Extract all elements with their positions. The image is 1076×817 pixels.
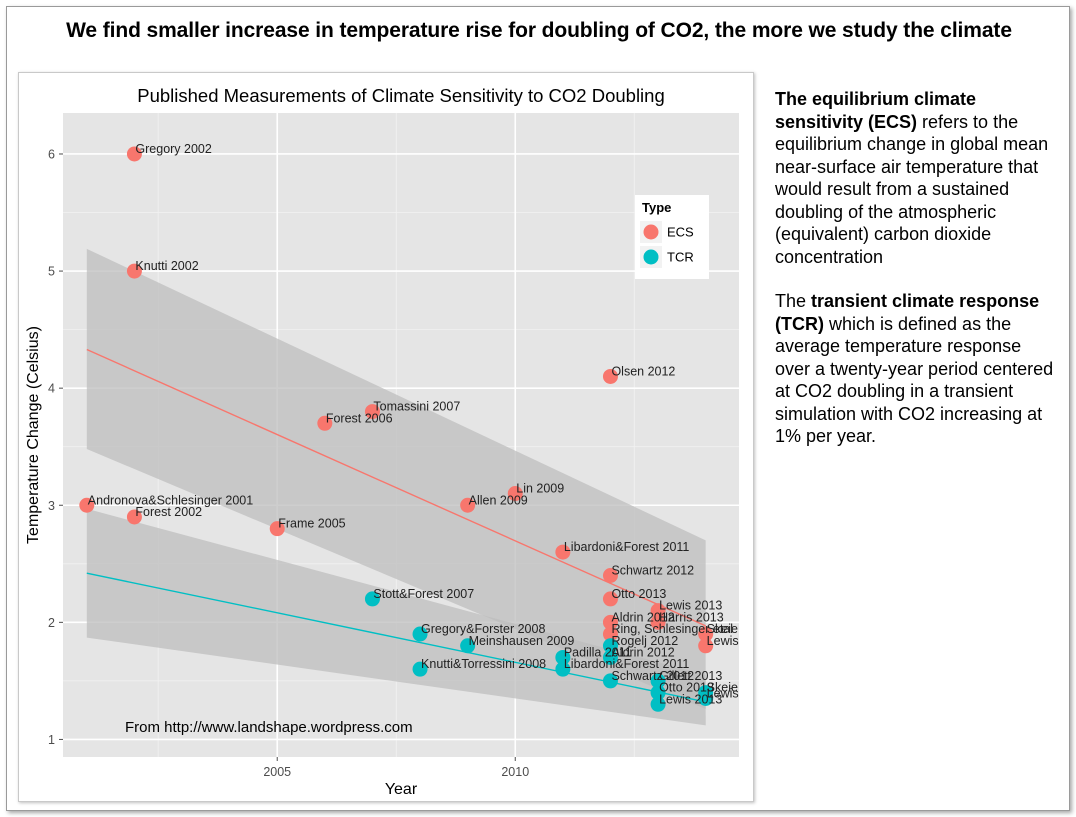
data-label: Harris 2013 — [659, 610, 724, 624]
data-label: Padilla 2011 — [564, 645, 632, 659]
data-point-ecs — [269, 521, 285, 537]
definitions-panel: The equilibrium climate sensitivity (ECS… — [775, 88, 1060, 448]
data-point-ecs — [555, 544, 571, 560]
data-point-ecs — [602, 568, 618, 584]
data-point-tcr — [555, 649, 571, 665]
data-point-tcr — [460, 638, 476, 654]
chart-title: Published Measurements of Climate Sensit… — [137, 85, 665, 106]
data-label: Lin 2009 — [516, 482, 564, 496]
chart-container: Published Measurements of Climate Sensit… — [18, 72, 754, 802]
trend-line-tcr — [86, 572, 706, 703]
data-point-ecs — [126, 146, 142, 162]
data-point-tcr — [698, 690, 714, 706]
data-point-ecs — [650, 603, 666, 619]
data-point-tcr — [602, 673, 618, 689]
y-tick-label: 2 — [48, 616, 55, 630]
legend-marker-tcr — [643, 249, 659, 265]
data-label: Gregory 2002 — [135, 142, 211, 156]
data-point-tcr — [555, 661, 571, 677]
climate-sensitivity-chart: Published Measurements of Climate Sensit… — [25, 85, 739, 798]
data-point-tcr — [650, 685, 666, 701]
trend-line-ecs — [86, 348, 706, 627]
data-label: Olsen 2012 — [611, 364, 675, 378]
data-label: Lewis — [707, 634, 739, 648]
data-label: Otto 2013 — [611, 587, 666, 601]
data-point-ecs — [126, 263, 142, 279]
data-label: Gregory&Forster 2008 — [421, 622, 545, 636]
data-label: Skeie — [707, 622, 738, 636]
y-tick-label: 3 — [48, 499, 55, 513]
x-axis-title: Year — [385, 781, 418, 798]
data-point-ecs — [317, 415, 333, 431]
tcr-text: which is defined as the average temperat… — [775, 313, 1054, 447]
data-point-ecs — [460, 497, 476, 513]
data-label: Libardoni&Forest 2011 — [564, 540, 690, 554]
data-point-ecs — [602, 626, 618, 642]
tcr-prefix: The — [775, 291, 812, 311]
y-tick-label: 4 — [48, 382, 55, 396]
confidence-band-tcr — [86, 508, 706, 726]
confidence-band-ecs — [86, 248, 706, 709]
data-point-ecs — [507, 486, 523, 502]
legend-title: Type — [642, 200, 671, 215]
data-label: Lewis 2013 — [659, 692, 722, 706]
data-label: Allen 2009 — [469, 493, 528, 507]
data-label: Gillett 2013 — [659, 669, 722, 683]
data-label: Otto 2013 — [659, 681, 714, 695]
data-label: Ring, Schlesinger etal — [611, 622, 733, 636]
data-label: Andronova&Schlesinger 2001 — [88, 493, 253, 507]
data-label: Meinshausen 2009 — [469, 634, 575, 648]
ecs-text: refers to the equilibrium change in glob… — [775, 111, 1049, 267]
y-tick-label: 6 — [48, 147, 55, 161]
y-tick-label: 1 — [48, 733, 55, 747]
data-point-ecs — [126, 509, 142, 525]
data-label: Lewis — [707, 686, 739, 700]
headline: We find smaller increase in temperature … — [66, 19, 1012, 42]
legend-label-tcr: TCR — [667, 250, 694, 265]
ecs-term: The equilibrium climate sensitivity (ECS… — [775, 89, 977, 132]
data-point-tcr — [650, 673, 666, 689]
data-label: Skeie — [707, 681, 738, 695]
source-annotation: From http://www.landshape.wordpress.com — [125, 719, 413, 736]
data-label: Schwartz 2012 — [611, 564, 694, 578]
data-point-ecs — [698, 626, 714, 642]
ecs-definition: The equilibrium climate sensitivity (ECS… — [775, 88, 1060, 268]
data-label: Libardoni&Forest 2011 — [564, 657, 690, 671]
data-point-tcr — [412, 626, 428, 642]
data-label: Aldrin 2012 — [611, 610, 674, 624]
x-tick-label: 2005 — [263, 765, 291, 779]
data-label: Tomassini 2007 — [373, 400, 460, 414]
data-point-tcr — [650, 696, 666, 712]
data-point-ecs — [602, 368, 618, 384]
data-point-ecs — [364, 404, 380, 420]
x-tick-label: 2010 — [501, 765, 529, 779]
legend-marker-ecs — [643, 224, 659, 240]
data-label: Stott&Forest 2007 — [373, 587, 474, 601]
data-point-ecs — [79, 497, 95, 513]
data-label: Frame 2005 — [278, 517, 345, 531]
data-point-ecs — [602, 614, 618, 630]
data-point-tcr — [602, 649, 618, 665]
tcr-definition: The transient climate response (TCR) whi… — [775, 290, 1060, 448]
data-point-ecs — [650, 614, 666, 630]
data-label: Aldrin 2012 — [611, 645, 674, 659]
legend-label-ecs: ECS — [667, 225, 694, 240]
data-point-tcr — [602, 638, 618, 654]
data-point-tcr — [364, 591, 380, 607]
data-label: Knutti&Torressini 2008 — [421, 657, 546, 671]
data-point-tcr — [412, 661, 428, 677]
data-label: Knutti 2002 — [135, 259, 198, 273]
tcr-term: transient climate response (TCR) — [775, 291, 1040, 334]
data-label: Forest 2002 — [135, 505, 202, 519]
data-label: Lewis 2013 — [659, 599, 722, 613]
data-label: Forest 2006 — [326, 411, 393, 425]
data-label: Schwartz 2012 — [611, 669, 694, 683]
data-label: Rogelj 2012 — [611, 634, 678, 648]
y-tick-label: 5 — [48, 265, 55, 279]
data-point-ecs — [698, 638, 714, 654]
y-axis-title: Temperature Change (Celsius) — [25, 326, 42, 544]
data-point-ecs — [602, 591, 618, 607]
